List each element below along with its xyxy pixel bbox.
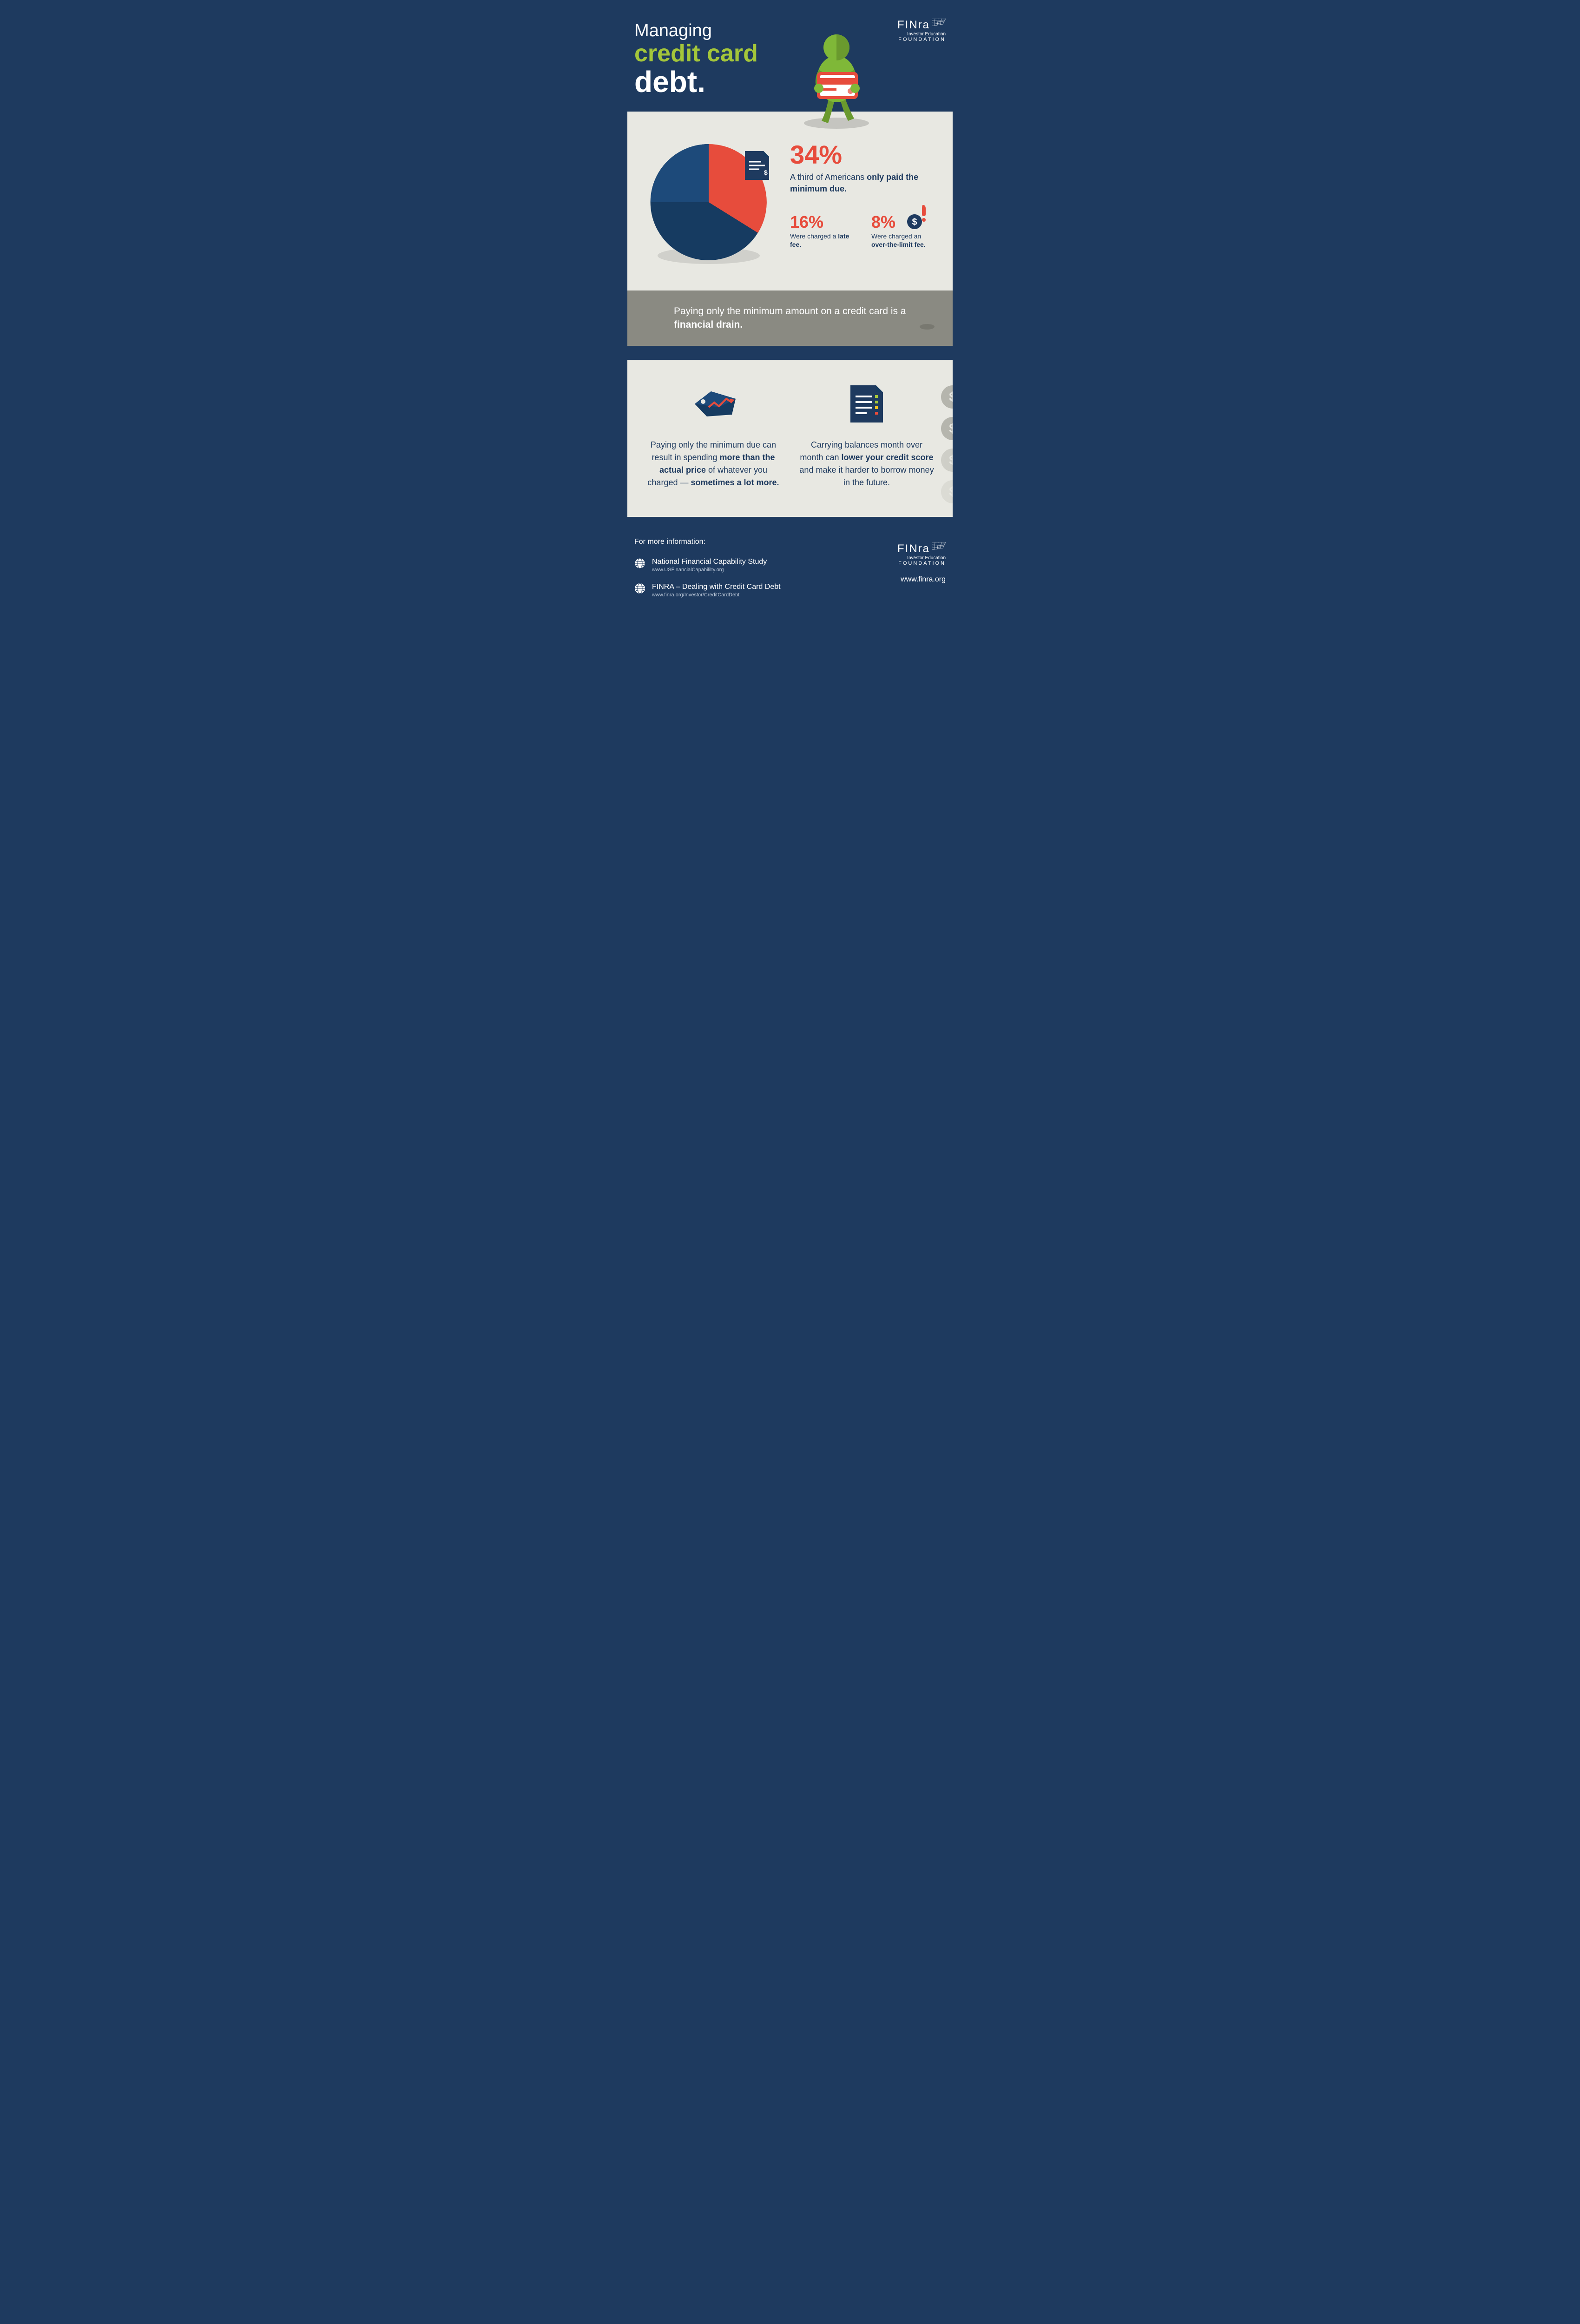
coin-icon: $	[941, 417, 953, 440]
stat-main-desc: A third of Americans only paid the minim…	[790, 172, 934, 195]
section-info: $ $ $ $ Paying only the minimum due can	[627, 360, 953, 517]
pie-chart: $	[646, 139, 776, 272]
logo-text: FINra	[897, 542, 930, 555]
info-text-score: Carrying balances month over month can l…	[799, 439, 934, 489]
footer-heading: For more information:	[634, 538, 897, 546]
footer: For more information: National Financial…	[609, 517, 971, 636]
footer-site-url[interactable]: www.finra.org	[897, 575, 946, 584]
footer-link[interactable]: National Financial Capability Study www.…	[634, 558, 897, 573]
logo-sub2: FOUNDATION	[897, 561, 946, 566]
stat-late-fee: 16% Were charged a late fee.	[790, 212, 853, 249]
faucet-callout: Paying only the minimum amount on a cred…	[627, 290, 953, 346]
logo-sub1: Investor Education	[897, 32, 946, 37]
stat-main-value: 34%	[790, 139, 934, 170]
logo-sub1: Investor Education	[897, 555, 946, 561]
coin-icon: $	[941, 385, 953, 409]
info-columns: Paying only the minimum due can result i…	[646, 383, 934, 489]
alert-dollar-icon: $	[906, 204, 929, 232]
info-col-score: Carrying balances month over month can l…	[799, 383, 934, 489]
info-text-price: Paying only the minimum due can result i…	[646, 439, 781, 489]
globe-icon	[634, 583, 645, 594]
footer-right: FINra Investor Education FOUNDATION www.…	[897, 538, 946, 608]
logo-text: FINra	[897, 19, 930, 32]
title-line3: debt.	[634, 66, 946, 98]
section-stats: $ 34% A third of Americans only paid the…	[627, 112, 953, 346]
stats-text: 34% A third of Americans only paid the m…	[790, 139, 934, 272]
grid-icon	[932, 542, 946, 552]
logo-sub2: FOUNDATION	[897, 37, 946, 42]
price-tag-icon	[646, 383, 781, 425]
logo-brand: FINra	[897, 19, 946, 32]
footer-link-title: National Financial Capability Study	[652, 558, 767, 566]
footer-link-url: www.USFinancialCapabililty.org	[652, 567, 767, 573]
globe-icon	[634, 558, 645, 569]
title-line2: credit card	[634, 41, 946, 66]
footer-link-url: www.finra.org/Investor/CreditCardDebt	[652, 592, 781, 598]
grid-icon	[932, 19, 946, 28]
document-icon: $	[743, 149, 771, 185]
info-col-price: Paying only the minimum due can result i…	[646, 383, 781, 489]
logo-brand: FINra	[897, 542, 946, 555]
stat-sub-row: 16% Were charged a late fee. $	[790, 212, 934, 249]
water-drop-icon	[911, 343, 929, 346]
footer-link[interactable]: FINRA – Dealing with Credit Card Debt ww…	[634, 583, 897, 598]
coin-icon: $	[941, 449, 953, 472]
infographic-root: Managing credit card debt. FINra Investo…	[609, 0, 971, 636]
stat-overlimit-fee: $ 8% Were charged an over-the-limit fee.	[871, 212, 934, 249]
coin-icon: $	[941, 480, 953, 503]
credit-score-icon	[799, 383, 934, 425]
footer-link-title: FINRA – Dealing with Credit Card Debt	[652, 583, 781, 591]
logo-top: FINra Investor Education FOUNDATION	[897, 19, 946, 42]
header: Managing credit card debt. FINra Investo…	[609, 0, 971, 112]
stats-row: $ 34% A third of Americans only paid the…	[646, 139, 934, 290]
coin-stack-icon: $ $ $ $	[941, 385, 953, 503]
person-card-icon	[795, 28, 878, 130]
footer-left: For more information: National Financial…	[634, 538, 897, 608]
svg-text:$: $	[764, 169, 768, 176]
svg-text:$: $	[912, 217, 917, 227]
